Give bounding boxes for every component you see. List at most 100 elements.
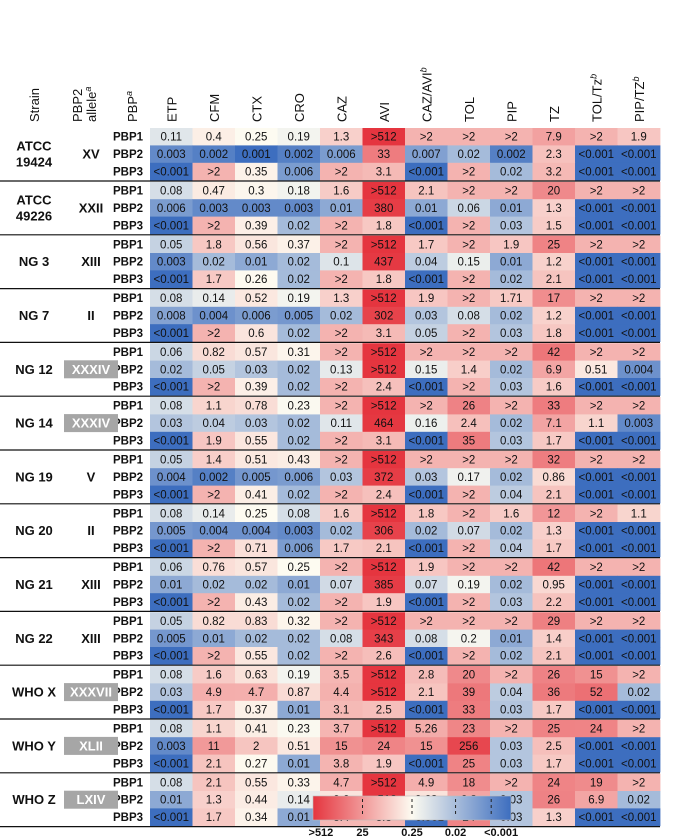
heatmap-cell — [447, 270, 491, 289]
heatmap-cell — [405, 468, 448, 486]
cell-value-label: 2.5 — [546, 741, 562, 753]
heatmap-cell — [150, 235, 193, 254]
heatmap-cell — [235, 522, 278, 540]
cell-value-label: 0.76 — [203, 562, 225, 574]
heatmap-cell — [150, 162, 193, 181]
heatmap-cell — [532, 378, 576, 396]
heatmap-cell — [277, 397, 321, 415]
cell-value-label: 2.1 — [546, 489, 562, 501]
cell-value-label: >2 — [335, 401, 348, 413]
heatmap-cell — [277, 414, 321, 433]
legend-tick-label: 0.02 — [445, 827, 466, 839]
cell-value-label: 2.1 — [546, 274, 562, 286]
cell-value-label: 2 — [253, 741, 259, 753]
cell-value-label: 0.01 — [415, 203, 437, 215]
heatmap-cell — [235, 629, 278, 648]
cell-value-label: 0.19 — [288, 293, 310, 305]
cell-value-label: <0.001 — [579, 812, 615, 824]
heatmap-cell — [575, 539, 618, 558]
heatmap-cell — [277, 216, 321, 235]
heatmap-cell — [362, 504, 406, 523]
cell-value-label: <0.001 — [579, 580, 615, 592]
cell-value-label: >2 — [420, 616, 433, 628]
pbp-label: PBP2 — [113, 472, 143, 484]
cell-value-label: 0.002 — [199, 472, 228, 484]
cell-value-label: 2.5 — [376, 705, 392, 717]
cell-value-label: <0.001 — [409, 651, 445, 663]
cell-value-label: 0.82 — [203, 347, 225, 359]
cell-value-label: 18 — [462, 777, 475, 789]
cell-value-label: 2.1 — [376, 543, 392, 555]
heatmap-cell — [447, 719, 491, 738]
heatmap-cell — [150, 647, 193, 665]
cell-value-label: 0.08 — [458, 311, 480, 323]
cell-value-label: 0.02 — [500, 472, 522, 484]
heatmap-cell — [490, 145, 533, 164]
cell-value-label: >2 — [462, 508, 475, 520]
heatmap-cell — [617, 737, 661, 755]
heatmap-cell — [405, 539, 448, 558]
cell-value-label: 0.02 — [330, 526, 352, 538]
heatmap-cell — [532, 575, 576, 594]
heatmap-cell — [150, 289, 193, 308]
heatmap-cell — [405, 414, 448, 433]
cell-value-label: <0.001 — [621, 203, 657, 215]
heatmap-cell — [150, 719, 193, 738]
cell-value-label: 0.02 — [500, 418, 522, 430]
pbp-label: PBP3 — [113, 597, 143, 609]
cell-value-label: 15 — [335, 741, 348, 753]
strain-label: ATCC 49226 — [16, 192, 52, 223]
cell-value-label: 0.55 — [245, 436, 267, 448]
heatmap-cell — [532, 450, 576, 469]
cell-value-label: <0.001 — [579, 543, 615, 555]
allele-highlight-box — [64, 414, 118, 433]
heatmap-cell — [405, 719, 448, 738]
heatmap-cell — [532, 270, 576, 289]
heatmap-cell — [362, 253, 406, 271]
cell-value-label: >2 — [632, 616, 645, 628]
cell-value-label: 0.33 — [288, 777, 310, 789]
cell-value-label: <0.001 — [409, 705, 445, 717]
cell-value-label: 302 — [374, 311, 393, 323]
cell-value-label: 24 — [590, 724, 603, 736]
heatmap-cell — [192, 431, 236, 450]
heatmap-cell — [192, 378, 236, 396]
cell-value-label: 29 — [547, 616, 560, 628]
cell-value-label: >512 — [371, 347, 397, 359]
heatmap-cell — [362, 647, 406, 665]
legend-tick-label: >512 — [309, 827, 334, 839]
heatmap-cell — [575, 522, 618, 540]
cell-value-label: 0.02 — [288, 633, 310, 645]
heatmap-cell — [362, 414, 406, 433]
cell-value-label: <0.001 — [621, 758, 657, 770]
heatmap-cell — [362, 235, 406, 254]
heatmap-cell — [277, 253, 321, 271]
legend-tick-label: 0.25 — [401, 827, 422, 839]
cell-value-label: >2 — [505, 401, 518, 413]
cell-value-label: 0.03 — [500, 597, 522, 609]
heatmap-cell — [192, 235, 236, 254]
cell-value-label: >2 — [462, 293, 475, 305]
heatmap-cell — [447, 666, 491, 684]
heatmap-cell — [362, 719, 406, 738]
pbp-label: PBP1 — [113, 616, 144, 628]
heatmap-cell — [405, 773, 448, 792]
cell-value-label: 2.1 — [546, 651, 562, 663]
heatmap-cell — [192, 719, 236, 738]
heatmap-cell — [617, 360, 661, 379]
cell-value-label: <0.001 — [579, 758, 615, 770]
cell-value-label: 0.01 — [203, 633, 225, 645]
strain-label: NG 19 — [15, 469, 53, 484]
cell-value-label: 1.1 — [588, 418, 604, 430]
pbp-label: PBP1 — [113, 670, 144, 682]
cell-value-label: 33 — [377, 149, 390, 161]
cell-value-label: <0.001 — [409, 167, 445, 179]
strain-label: NG 20 — [15, 523, 53, 538]
heatmap-cell — [150, 343, 193, 361]
cell-value-label: 0.51 — [245, 455, 267, 467]
cell-value-label: >2 — [590, 239, 603, 251]
cell-value-label: <0.001 — [154, 597, 190, 609]
cell-value-label: <0.001 — [579, 705, 615, 717]
color-legend: >512 25 0.25 0.02 <0.001 — [309, 795, 518, 839]
heatmap-cell — [447, 360, 491, 379]
